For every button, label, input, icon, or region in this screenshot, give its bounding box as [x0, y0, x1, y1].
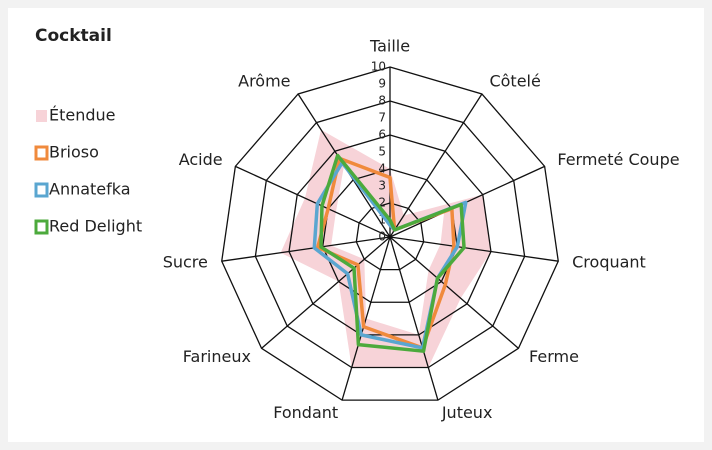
legend-swatch	[34, 145, 49, 161]
axis-label: Fermeté Coupe	[557, 150, 679, 169]
chart-title: Cocktail	[35, 26, 112, 46]
axis-label: Fondant	[273, 403, 338, 422]
spoke	[261, 236, 391, 349]
r-tick-label: 6	[378, 128, 386, 142]
spoke	[221, 236, 391, 262]
legend-swatch	[36, 110, 47, 122]
legend-label: Red Delight	[49, 217, 142, 236]
series-line	[319, 153, 466, 353]
r-tick-label: 8	[378, 94, 386, 108]
spoke	[389, 236, 439, 401]
axis-label: Côtelé	[489, 72, 540, 91]
spoke	[341, 236, 391, 401]
axis-label: Croquant	[572, 253, 646, 272]
legend-label: Étendue	[49, 106, 116, 125]
r-tick-label: 2	[378, 196, 386, 210]
spoke	[389, 93, 483, 238]
r-tick-label: 1	[378, 213, 386, 227]
axis-label: Acide	[179, 150, 223, 169]
r-tick-label: 7	[378, 111, 386, 125]
axis-label: Ferme	[529, 347, 579, 366]
grid-ring	[254, 100, 526, 369]
axis-label: Farineux	[183, 347, 251, 366]
axis-label: Juteux	[441, 403, 493, 422]
spoke	[389, 236, 519, 349]
legend-label: Brioso	[49, 143, 99, 162]
axis-label: Sucre	[163, 253, 208, 272]
spoke	[389, 236, 559, 262]
r-tick-label: 0	[378, 230, 386, 244]
legend-label: Annatefka	[49, 180, 131, 199]
panel	[8, 8, 704, 442]
r-tick-label: 10	[371, 60, 386, 74]
legend-swatch	[34, 182, 49, 198]
grid-ring	[322, 168, 458, 303]
r-tick-label: 4	[378, 162, 386, 176]
axis-label: Arôme	[238, 72, 290, 91]
axis-label: Taille	[369, 37, 410, 56]
r-tick-label: 3	[378, 179, 386, 193]
r-tick-label: 5	[378, 145, 386, 159]
legend-swatch	[34, 219, 49, 235]
grid-ring	[221, 66, 559, 401]
r-tick-label: 9	[378, 77, 386, 91]
spoke	[235, 165, 391, 238]
